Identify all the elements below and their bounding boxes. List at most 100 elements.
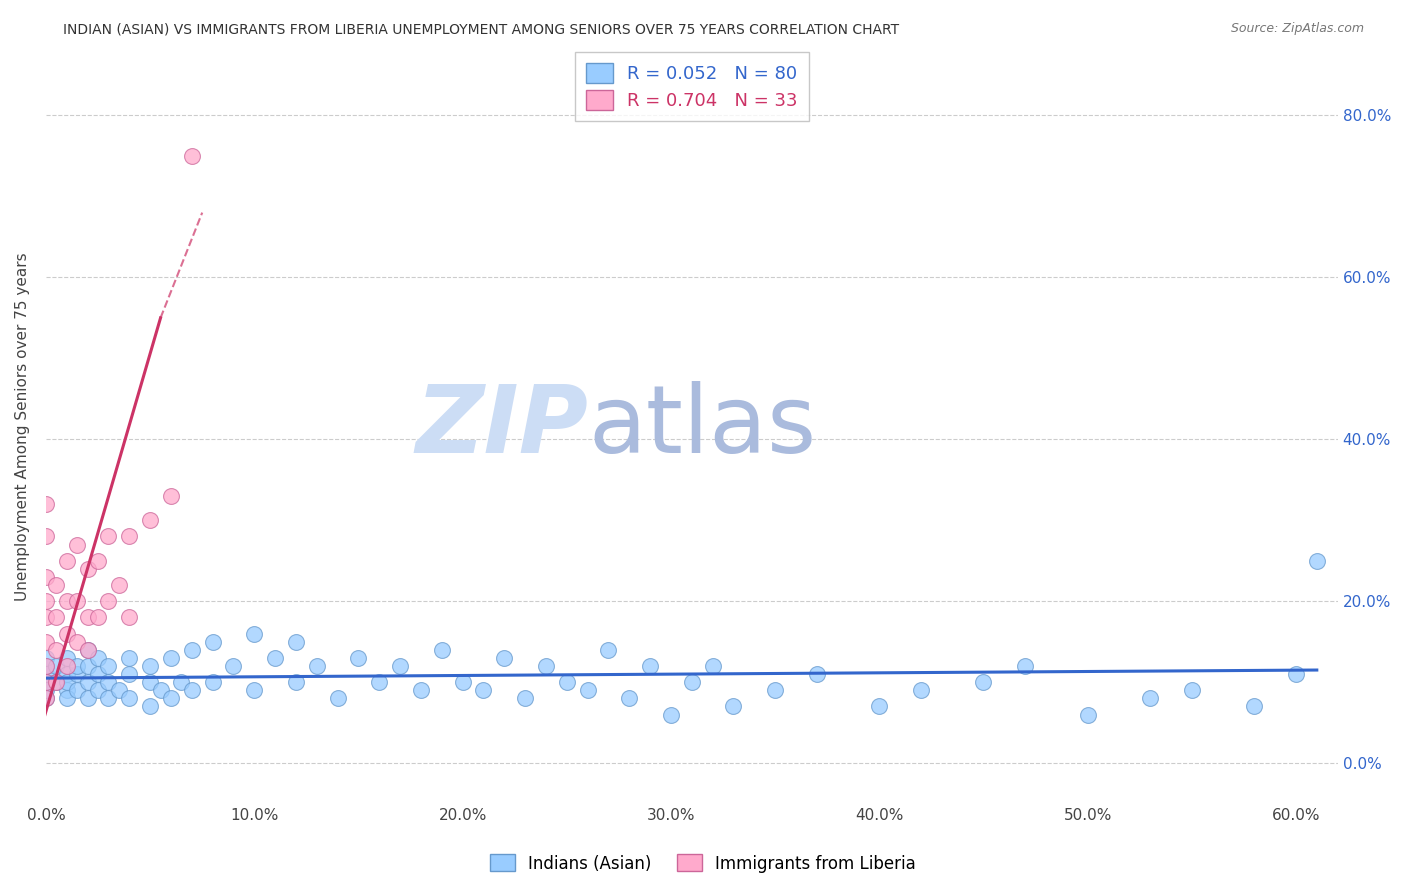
- Point: [35, 594, 58, 608]
- Point: [389, 659, 412, 673]
- Point: [1243, 699, 1265, 714]
- Point: [972, 675, 994, 690]
- Point: [180, 149, 202, 163]
- Point: [35, 683, 58, 698]
- Point: [494, 651, 516, 665]
- Point: [35, 497, 58, 511]
- Point: [264, 651, 287, 665]
- Point: [139, 659, 162, 673]
- Point: [97, 659, 120, 673]
- Point: [35, 610, 58, 624]
- Point: [702, 659, 724, 673]
- Point: [45, 578, 67, 592]
- Point: [160, 651, 183, 665]
- Point: [222, 659, 245, 673]
- Point: [409, 683, 432, 698]
- Point: [430, 642, 453, 657]
- Point: [97, 529, 120, 543]
- Point: [56, 651, 79, 665]
- Point: [305, 659, 328, 673]
- Point: [108, 683, 131, 698]
- Point: [285, 675, 308, 690]
- Point: [368, 675, 391, 690]
- Point: [56, 667, 79, 681]
- Point: [97, 691, 120, 706]
- Point: [35, 634, 58, 648]
- Point: [35, 529, 58, 543]
- Point: [638, 659, 661, 673]
- Legend: R = 0.052   N = 80, R = 0.704   N = 33: R = 0.052 N = 80, R = 0.704 N = 33: [575, 52, 808, 120]
- Text: INDIAN (ASIAN) VS IMMIGRANTS FROM LIBERIA UNEMPLOYMENT AMONG SENIORS OVER 75 YEA: INDIAN (ASIAN) VS IMMIGRANTS FROM LIBERI…: [63, 22, 900, 37]
- Point: [35, 659, 58, 673]
- Point: [35, 691, 58, 706]
- Point: [66, 667, 89, 681]
- Point: [139, 675, 162, 690]
- Legend: Indians (Asian), Immigrants from Liberia: Indians (Asian), Immigrants from Liberia: [484, 847, 922, 880]
- Point: [910, 683, 932, 698]
- Text: Source: ZipAtlas.com: Source: ZipAtlas.com: [1230, 22, 1364, 36]
- Point: [108, 578, 131, 592]
- Point: [66, 659, 89, 673]
- Point: [35, 570, 58, 584]
- Point: [45, 675, 67, 690]
- Point: [118, 610, 141, 624]
- Point: [472, 683, 495, 698]
- Point: [1181, 683, 1204, 698]
- Point: [35, 659, 58, 673]
- Text: ZIP: ZIP: [416, 381, 589, 473]
- Point: [56, 683, 79, 698]
- Point: [56, 659, 79, 673]
- Point: [1285, 667, 1308, 681]
- Point: [66, 683, 89, 698]
- Point: [87, 667, 110, 681]
- Point: [619, 691, 641, 706]
- Point: [763, 683, 786, 698]
- Point: [76, 642, 98, 657]
- Point: [1306, 554, 1329, 568]
- Point: [160, 691, 183, 706]
- Point: [87, 683, 110, 698]
- Point: [118, 691, 141, 706]
- Point: [1139, 691, 1161, 706]
- Point: [97, 594, 120, 608]
- Point: [170, 675, 193, 690]
- Point: [35, 675, 58, 690]
- Point: [56, 554, 79, 568]
- Point: [35, 675, 58, 690]
- Point: [76, 642, 98, 657]
- Point: [139, 513, 162, 527]
- Point: [243, 626, 266, 640]
- Point: [76, 691, 98, 706]
- Point: [160, 489, 183, 503]
- Point: [56, 626, 79, 640]
- Point: [555, 675, 578, 690]
- Point: [45, 675, 67, 690]
- Point: [56, 675, 79, 690]
- Point: [326, 691, 349, 706]
- Point: [76, 675, 98, 690]
- Point: [35, 691, 58, 706]
- Point: [56, 594, 79, 608]
- Point: [1077, 707, 1099, 722]
- Point: [97, 675, 120, 690]
- Point: [347, 651, 370, 665]
- Point: [598, 642, 620, 657]
- Point: [87, 610, 110, 624]
- Point: [87, 651, 110, 665]
- Point: [56, 691, 79, 706]
- Point: [66, 634, 89, 648]
- Point: [66, 594, 89, 608]
- Point: [45, 610, 67, 624]
- Point: [180, 683, 202, 698]
- Point: [806, 667, 828, 681]
- Point: [45, 642, 67, 657]
- Point: [87, 554, 110, 568]
- Point: [35, 667, 58, 681]
- Point: [76, 659, 98, 673]
- Point: [45, 659, 67, 673]
- Point: [201, 634, 224, 648]
- Point: [451, 675, 474, 690]
- Point: [118, 667, 141, 681]
- Point: [243, 683, 266, 698]
- Point: [681, 675, 703, 690]
